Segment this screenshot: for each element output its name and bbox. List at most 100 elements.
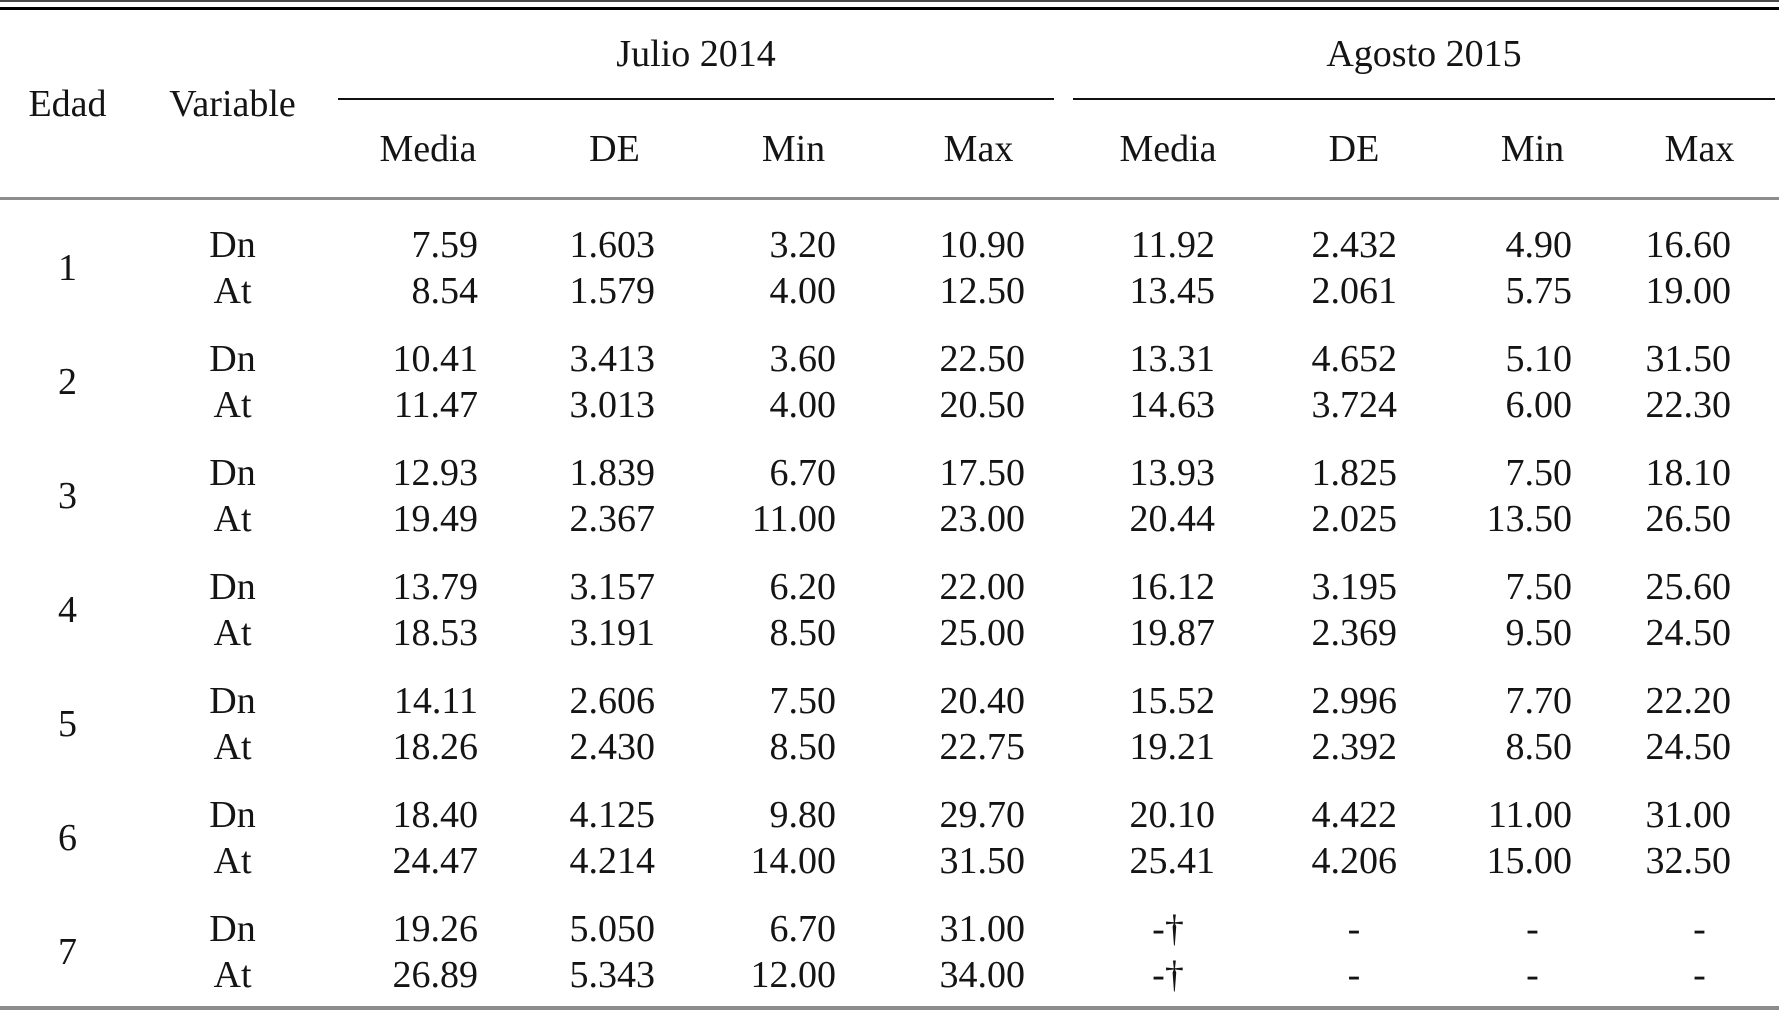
table-cell: 19.49 — [392, 498, 479, 540]
table-cell: 6.00 — [1505, 384, 1573, 426]
table-cell: 4.00 — [769, 384, 837, 426]
table-cell: 15.00 — [1486, 840, 1573, 882]
table-bottom-rule — [0, 1006, 1779, 1010]
table-cell: 7.50 — [769, 680, 837, 722]
table-cell: 5.050 — [569, 908, 656, 950]
col-header-de-julio: DE — [589, 128, 640, 170]
table-cell: 3.191 — [569, 612, 656, 654]
table-cell: 6.70 — [769, 908, 837, 950]
variable-label: Dn — [209, 794, 256, 836]
table-cell: 8.50 — [769, 726, 837, 768]
table-cell: 2.369 — [1311, 612, 1398, 654]
table-cell: 19.87 — [1129, 612, 1216, 654]
table-cell: 9.80 — [769, 794, 837, 836]
col-header-media-agosto: Media — [1119, 128, 1217, 170]
table-cell: 20.44 — [1129, 498, 1216, 540]
table-cell: 18.10 — [1645, 452, 1732, 494]
table-cell: 3.413 — [569, 338, 656, 380]
header-bottom-rule — [0, 197, 1779, 200]
table-top-rule — [0, 7, 1779, 10]
col-header-media-julio: Media — [379, 128, 477, 170]
variable-label: At — [213, 726, 252, 768]
table-cell: 31.50 — [1645, 338, 1732, 380]
table-cell: 5.10 — [1505, 338, 1573, 380]
table-cell: 31.00 — [939, 908, 1026, 950]
table-cell: 7.50 — [1505, 452, 1573, 494]
edad-value: 6 — [58, 817, 77, 859]
table-cell: 1.603 — [569, 224, 656, 266]
table-cell: 22.00 — [939, 566, 1026, 608]
table-cell: - — [1347, 908, 1361, 950]
table-cell: 2.061 — [1311, 270, 1398, 312]
table-cell: 4.652 — [1311, 338, 1398, 380]
table-cell: 13.31 — [1129, 338, 1216, 380]
variable-label: At — [213, 384, 252, 426]
table-cell: 22.75 — [939, 726, 1026, 768]
table-cell: 11.00 — [1487, 794, 1572, 836]
table-cell: 16.60 — [1645, 224, 1732, 266]
variable-label: Dn — [209, 908, 256, 950]
table-cell: 9.50 — [1505, 612, 1573, 654]
table-cell: 1.825 — [1311, 452, 1398, 494]
table-cell: 25.60 — [1645, 566, 1732, 608]
table-cell: 19.00 — [1645, 270, 1732, 312]
table-cell: 2.392 — [1311, 726, 1398, 768]
table-cell: 2.025 — [1311, 498, 1398, 540]
table-cell: 3.20 — [769, 224, 837, 266]
variable-label: Dn — [209, 680, 256, 722]
top-edge-rule — [0, 0, 1779, 2]
table-cell: - — [1526, 908, 1539, 950]
table-cell: 3.60 — [769, 338, 837, 380]
table-cell: 24.47 — [392, 840, 479, 882]
table-cell: 24.50 — [1645, 726, 1732, 768]
table-cell: 4.90 — [1505, 224, 1573, 266]
table-cell: 18.53 — [392, 612, 479, 654]
table-cell: 2.432 — [1311, 224, 1398, 266]
col-header-min-julio: Min — [761, 128, 826, 170]
table-cell: 10.90 — [939, 224, 1026, 266]
edad-value: 3 — [58, 475, 77, 517]
table-cell: 22.30 — [1645, 384, 1732, 426]
table-cell: -† — [1152, 908, 1184, 950]
span-header-julio-2014: Julio 2014 — [338, 10, 1054, 100]
table-cell: 25.00 — [939, 612, 1026, 654]
table-cell: - — [1526, 954, 1539, 996]
table-cell: 1.839 — [569, 452, 656, 494]
table-cell: 31.00 — [1645, 794, 1732, 836]
table-cell: 7.50 — [1505, 566, 1573, 608]
table-cell: 24.50 — [1645, 612, 1732, 654]
table-cell: 13.50 — [1486, 498, 1573, 540]
table-header: Edad Variable Julio 2014 Agosto 2015 Med… — [0, 10, 1779, 198]
age-group: 2 Dn 10.41 3.413 3.60 22.50 13.31 4.652 5.10 31.5… — [0, 336, 1779, 428]
table-cell: 8.50 — [769, 612, 837, 654]
table-cell: 20.40 — [939, 680, 1026, 722]
table-cell: 13.79 — [392, 566, 479, 608]
table-cell: 12.93 — [392, 452, 479, 494]
table-cell: 15.52 — [1129, 680, 1216, 722]
table-cell: 6.70 — [769, 452, 837, 494]
table-cell: 20.10 — [1129, 794, 1216, 836]
edad-value: 4 — [58, 589, 77, 631]
edad-value: 1 — [58, 247, 77, 289]
table-cell: 5.75 — [1505, 270, 1573, 312]
age-group: 3 Dn 12.93 1.839 6.70 17.50 13.93 1.825 7.50 18.1… — [0, 450, 1779, 542]
span-header-agosto-2015: Agosto 2015 — [1073, 10, 1775, 100]
table-cell: 4.125 — [569, 794, 656, 836]
table-cell: 18.40 — [392, 794, 479, 836]
table-cell: 18.26 — [392, 726, 479, 768]
table-cell: 34.00 — [939, 954, 1026, 996]
variable-label: Dn — [209, 452, 256, 494]
table-cell: 14.00 — [750, 840, 837, 882]
table-cell: 32.50 — [1645, 840, 1732, 882]
table-cell: 17.50 — [939, 452, 1026, 494]
variable-label: Dn — [209, 566, 256, 608]
table-cell: 2.430 — [569, 726, 656, 768]
edad-value: 5 — [58, 703, 77, 745]
table-cell: 2.606 — [569, 680, 656, 722]
table-cell: 20.50 — [939, 384, 1026, 426]
table-cell: 7.70 — [1505, 680, 1573, 722]
variable-label: Dn — [209, 338, 256, 380]
table-cell: 19.26 — [392, 908, 479, 950]
table-cell: - — [1693, 908, 1706, 950]
table-cell: 3.157 — [569, 566, 656, 608]
